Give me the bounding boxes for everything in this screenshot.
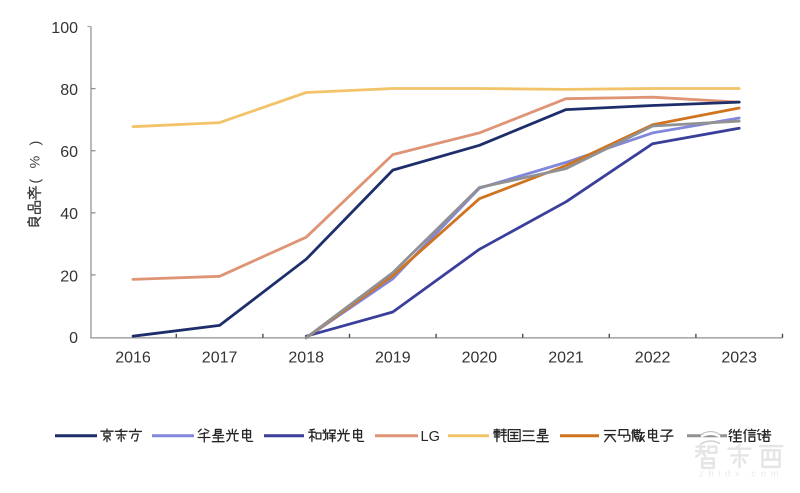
svg-text:40: 40 [60, 206, 78, 223]
svg-text:2017: 2017 [202, 350, 238, 367]
svg-text:60: 60 [60, 144, 78, 161]
svg-text:2016: 2016 [115, 350, 151, 367]
svg-text:LG: LG [421, 429, 440, 445]
svg-text:80: 80 [60, 82, 78, 99]
svg-text:2018: 2018 [288, 350, 324, 367]
svg-text:100: 100 [51, 20, 78, 37]
svg-text:2023: 2023 [721, 350, 757, 367]
svg-text:2020: 2020 [462, 350, 498, 367]
svg-text:zhidx.com: zhidx.com [699, 469, 783, 480]
svg-text:0: 0 [69, 330, 78, 347]
svg-text:20: 20 [60, 268, 78, 285]
svg-text:2021: 2021 [548, 350, 584, 367]
svg-text:2022: 2022 [635, 350, 671, 367]
svg-text:( % ): ( % ) [28, 138, 44, 184]
svg-text:2019: 2019 [375, 350, 411, 367]
